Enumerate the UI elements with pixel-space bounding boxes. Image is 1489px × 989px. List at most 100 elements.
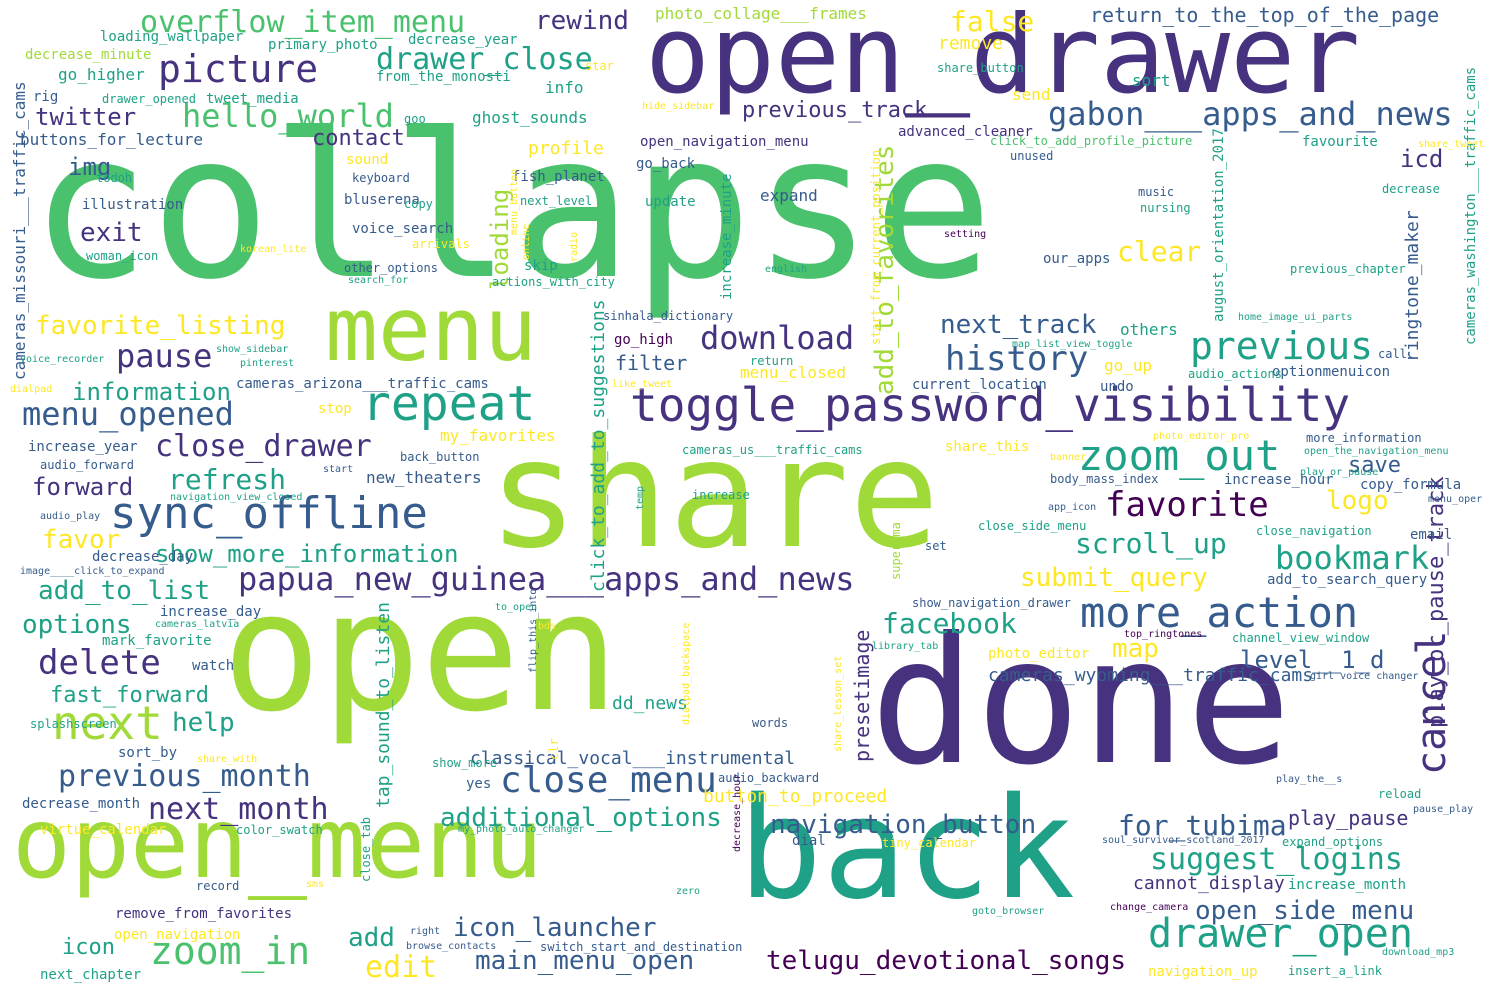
cloud-word: go_high xyxy=(614,332,674,348)
cloud-word: decrease_year xyxy=(408,32,518,48)
cloud-word: superama xyxy=(889,522,903,580)
cloud-word: previous_track xyxy=(742,98,928,123)
cloud-word: flip_this_into xyxy=(528,588,539,673)
cloud-word: info xyxy=(545,78,584,97)
cloud-word: body_mass_index xyxy=(1050,472,1159,486)
cloud-word: keyboard xyxy=(352,171,410,185)
cloud-word: cameras_washington___traffic_cams xyxy=(1463,66,1479,345)
cloud-word: stop xyxy=(318,401,352,417)
cloud-word: sync_offline xyxy=(110,488,428,539)
cloud-word: close_navigation xyxy=(1256,524,1372,538)
cloud-word: yes xyxy=(466,776,492,792)
cloud-word: show_navigation_drawer xyxy=(912,596,1071,610)
cloud-word: facebook xyxy=(882,607,1017,640)
cloud-word: home_image_ui_parts xyxy=(1238,312,1353,323)
cloud-word: cameras_arizona___traffic_cams xyxy=(236,376,489,392)
cloud-word: cameras_wyoming___traffic_cams xyxy=(988,665,1314,686)
cloud-word: decrease_day xyxy=(92,549,194,565)
cloud-word: edit xyxy=(365,950,438,985)
cloud-word: advanced_cleaner xyxy=(898,124,1033,140)
cloud-word: increase_minute xyxy=(719,173,735,300)
cloud-word: browse_contacts xyxy=(406,941,497,952)
cloud-word: dd_news xyxy=(612,693,688,714)
cloud-word: button_to_proceed xyxy=(703,786,888,807)
cloud-word: setting xyxy=(944,229,987,240)
cloud-word: color_swatch xyxy=(236,823,323,837)
cloud-word: increase xyxy=(692,488,750,502)
cloud-word: goto_browser xyxy=(972,906,1045,917)
cloud-word: menu_closed xyxy=(740,363,846,382)
cloud-word: play_pause xyxy=(1288,806,1409,830)
cloud-word: share_this xyxy=(945,439,1030,455)
cloud-word: skip xyxy=(524,258,558,274)
cloud-word: to_open xyxy=(495,602,538,613)
cloud-word: previous_month xyxy=(58,759,311,794)
cloud-word: remove_from_favorites xyxy=(115,906,293,922)
cloud-word: temp xyxy=(635,485,646,510)
cloud-word: favorite_listing xyxy=(35,311,286,341)
cloud-word: back_button xyxy=(400,450,480,464)
cloud-word: arrivals xyxy=(412,237,470,251)
cloud-word: suggest_logins xyxy=(1150,842,1403,877)
cloud-word: insert_a_link xyxy=(1288,964,1382,978)
cloud-word: record xyxy=(196,879,240,893)
cloud-word: others xyxy=(1120,320,1178,339)
cloud-word: toggle_password_visibility xyxy=(630,378,1351,432)
cloud-word: send xyxy=(1012,85,1051,104)
cloud-word: classical_vocal___instrumental xyxy=(470,748,796,769)
cloud-word: nursing xyxy=(1140,201,1191,215)
cloud-word: virtue_calendar xyxy=(40,822,167,838)
cloud-word: close_menu xyxy=(500,760,717,801)
cloud-word: channel_view_window xyxy=(1232,631,1370,645)
cloud-word: voice_recorder xyxy=(20,354,105,365)
cloud-word: cameras_missouri___traffic_cams xyxy=(10,81,29,380)
cloud-word: exit xyxy=(80,218,143,248)
cloud-word: add_to_list xyxy=(38,576,211,606)
cloud-word: profile xyxy=(528,138,604,159)
cloud-word: zoom_out xyxy=(1078,431,1281,480)
cloud-word: call xyxy=(1378,347,1407,361)
cloud-word: repeat xyxy=(362,376,536,432)
cloud-word: hide_sidebar xyxy=(642,101,715,112)
cloud-word: menu_oper xyxy=(1428,494,1483,505)
cloud-word: next_level xyxy=(520,194,593,208)
cloud-word: filter xyxy=(615,351,688,375)
cloud-word: forward xyxy=(32,473,134,501)
cloud-word: set xyxy=(925,539,947,553)
cloud-word: done xyxy=(870,601,1292,804)
cloud-word: watch xyxy=(192,658,235,674)
cloud-word: expand xyxy=(760,186,818,205)
cloud-word: level__1_d xyxy=(1240,646,1385,674)
cloud-word: papua_new_guinea___apps_and_news xyxy=(238,560,855,598)
cloud-word: woman_icon xyxy=(86,249,159,263)
cloud-word: show_more xyxy=(432,756,498,770)
cloud-word: scroll_up xyxy=(1075,527,1227,560)
cloud-word: soul_survivor_scotland_2017 xyxy=(1102,835,1265,846)
cloud-word: img xyxy=(68,153,112,181)
cloud-word: words xyxy=(752,716,789,730)
cloud-word: open_drawer xyxy=(645,0,1361,118)
cloud-word: history xyxy=(945,339,1089,379)
cloud-word: open_navigation_menu xyxy=(640,134,809,150)
cloud-word: share_button xyxy=(937,61,1024,75)
cloud-word: delete xyxy=(38,643,161,683)
cloud-word: options xyxy=(22,610,132,640)
cloud-word: next_chapter xyxy=(40,967,142,983)
cloud-word: rewind xyxy=(535,6,629,36)
cloud-word: copy_formula xyxy=(1360,477,1462,493)
cloud-word: go_higher xyxy=(58,65,145,84)
cloud-word: unused xyxy=(1010,149,1054,163)
cloud-word: current_location xyxy=(912,377,1047,393)
cloud-word: additional_options xyxy=(440,803,722,833)
cloud-word: decrease_minute xyxy=(25,47,152,63)
cloud-word: telugu_devotional_songs xyxy=(766,946,1127,976)
cloud-word: optionmenuicon xyxy=(1272,364,1391,380)
cloud-word: return xyxy=(750,354,794,368)
cloud-word: favorite xyxy=(1105,485,1269,525)
cloud-word: map xyxy=(1112,634,1159,664)
cloud-word: share xyxy=(488,408,940,582)
cloud-word: close_side_menu xyxy=(978,519,1087,533)
cloud-word: tweet_media xyxy=(206,91,299,107)
cloud-word: audio_backward xyxy=(718,771,820,785)
cloud-word: change_camera xyxy=(1110,902,1189,913)
